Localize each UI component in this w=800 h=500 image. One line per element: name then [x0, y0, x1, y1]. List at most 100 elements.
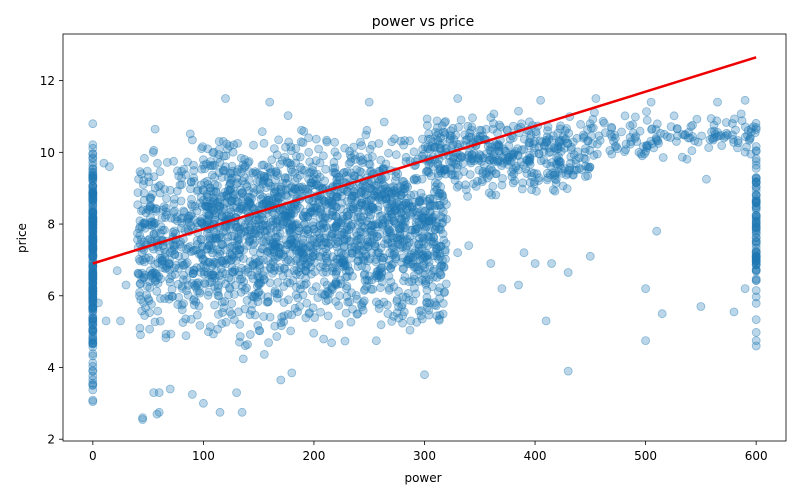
- data-point: [600, 128, 610, 138]
- data-point: [308, 252, 318, 262]
- data-point: [88, 277, 98, 287]
- data-point: [168, 227, 178, 237]
- data-point: [88, 173, 98, 183]
- data-point: [88, 191, 98, 201]
- data-point: [483, 173, 492, 183]
- data-point: [164, 291, 174, 301]
- data-point: [403, 255, 413, 265]
- data-point: [422, 114, 432, 124]
- data-point: [397, 302, 407, 312]
- data-point: [330, 163, 340, 173]
- data-point: [286, 326, 296, 336]
- data-point: [166, 329, 176, 339]
- data-point: [379, 117, 389, 127]
- data-point: [207, 273, 217, 283]
- data-point: [198, 241, 208, 251]
- data-point: [235, 252, 245, 262]
- data-point: [406, 316, 416, 326]
- data-point: [88, 241, 98, 251]
- data-point: [341, 308, 351, 318]
- data-point: [203, 180, 213, 189]
- data-point: [139, 273, 149, 283]
- data-point: [88, 298, 98, 308]
- data-point: [88, 176, 98, 186]
- data-point: [88, 324, 98, 334]
- data-point: [88, 201, 98, 211]
- data-point: [88, 338, 98, 348]
- data-point: [355, 200, 365, 210]
- data-point: [345, 202, 355, 212]
- data-point: [409, 147, 419, 157]
- data-point: [233, 235, 243, 244]
- data-point: [88, 286, 98, 296]
- data-point: [430, 298, 440, 307]
- data-point: [287, 235, 297, 245]
- data-point: [88, 230, 98, 239]
- data-point: [194, 301, 204, 311]
- data-point: [414, 240, 424, 250]
- data-point: [88, 197, 98, 206]
- data-point: [88, 143, 98, 153]
- data-point: [251, 222, 261, 232]
- data-point: [218, 166, 228, 176]
- data-point: [301, 266, 311, 276]
- data-point: [88, 361, 98, 371]
- data-point: [751, 260, 761, 270]
- data-point: [465, 170, 475, 179]
- data-point: [468, 113, 477, 123]
- data-point: [88, 274, 98, 284]
- data-point: [708, 135, 718, 145]
- data-point: [335, 291, 345, 301]
- data-point: [88, 235, 98, 245]
- data-point: [291, 282, 301, 292]
- data-point: [239, 173, 249, 183]
- data-point: [401, 213, 411, 223]
- data-point: [424, 305, 434, 315]
- data-point: [514, 280, 523, 290]
- data-point: [310, 313, 320, 323]
- data-point: [486, 259, 496, 268]
- data-point: [347, 193, 357, 203]
- data-point: [237, 196, 247, 206]
- data-point: [136, 330, 145, 340]
- data-point: [333, 192, 342, 202]
- data-point: [571, 155, 581, 165]
- data-point: [374, 193, 384, 203]
- data-point: [329, 200, 339, 210]
- data-point: [339, 228, 349, 238]
- data-point: [88, 153, 98, 163]
- data-point: [178, 275, 188, 285]
- data-point: [405, 136, 415, 146]
- data-point: [307, 235, 317, 245]
- data-point: [237, 189, 247, 198]
- data-point: [88, 327, 98, 337]
- data-point: [410, 225, 420, 235]
- data-point: [88, 199, 98, 209]
- data-point: [88, 327, 98, 337]
- data-point: [418, 193, 428, 203]
- data-point: [88, 244, 98, 254]
- data-point: [270, 182, 280, 192]
- data-point: [418, 212, 428, 222]
- data-point: [418, 144, 428, 154]
- data-point: [181, 314, 191, 324]
- data-point: [536, 95, 545, 105]
- data-point: [242, 241, 252, 251]
- data-point: [88, 189, 98, 199]
- data-point: [88, 338, 98, 348]
- data-point: [353, 256, 363, 266]
- data-point: [334, 301, 344, 311]
- data-point: [155, 167, 165, 177]
- data-point: [165, 384, 175, 394]
- data-point: [218, 136, 228, 146]
- data-point: [343, 187, 352, 197]
- data-point: [177, 180, 187, 189]
- data-point: [331, 220, 341, 230]
- data-point: [279, 298, 289, 307]
- data-point: [514, 106, 523, 116]
- data-point: [263, 296, 273, 306]
- data-point: [336, 275, 345, 285]
- data-point: [394, 199, 404, 209]
- data-point: [617, 127, 626, 137]
- data-point: [88, 248, 98, 258]
